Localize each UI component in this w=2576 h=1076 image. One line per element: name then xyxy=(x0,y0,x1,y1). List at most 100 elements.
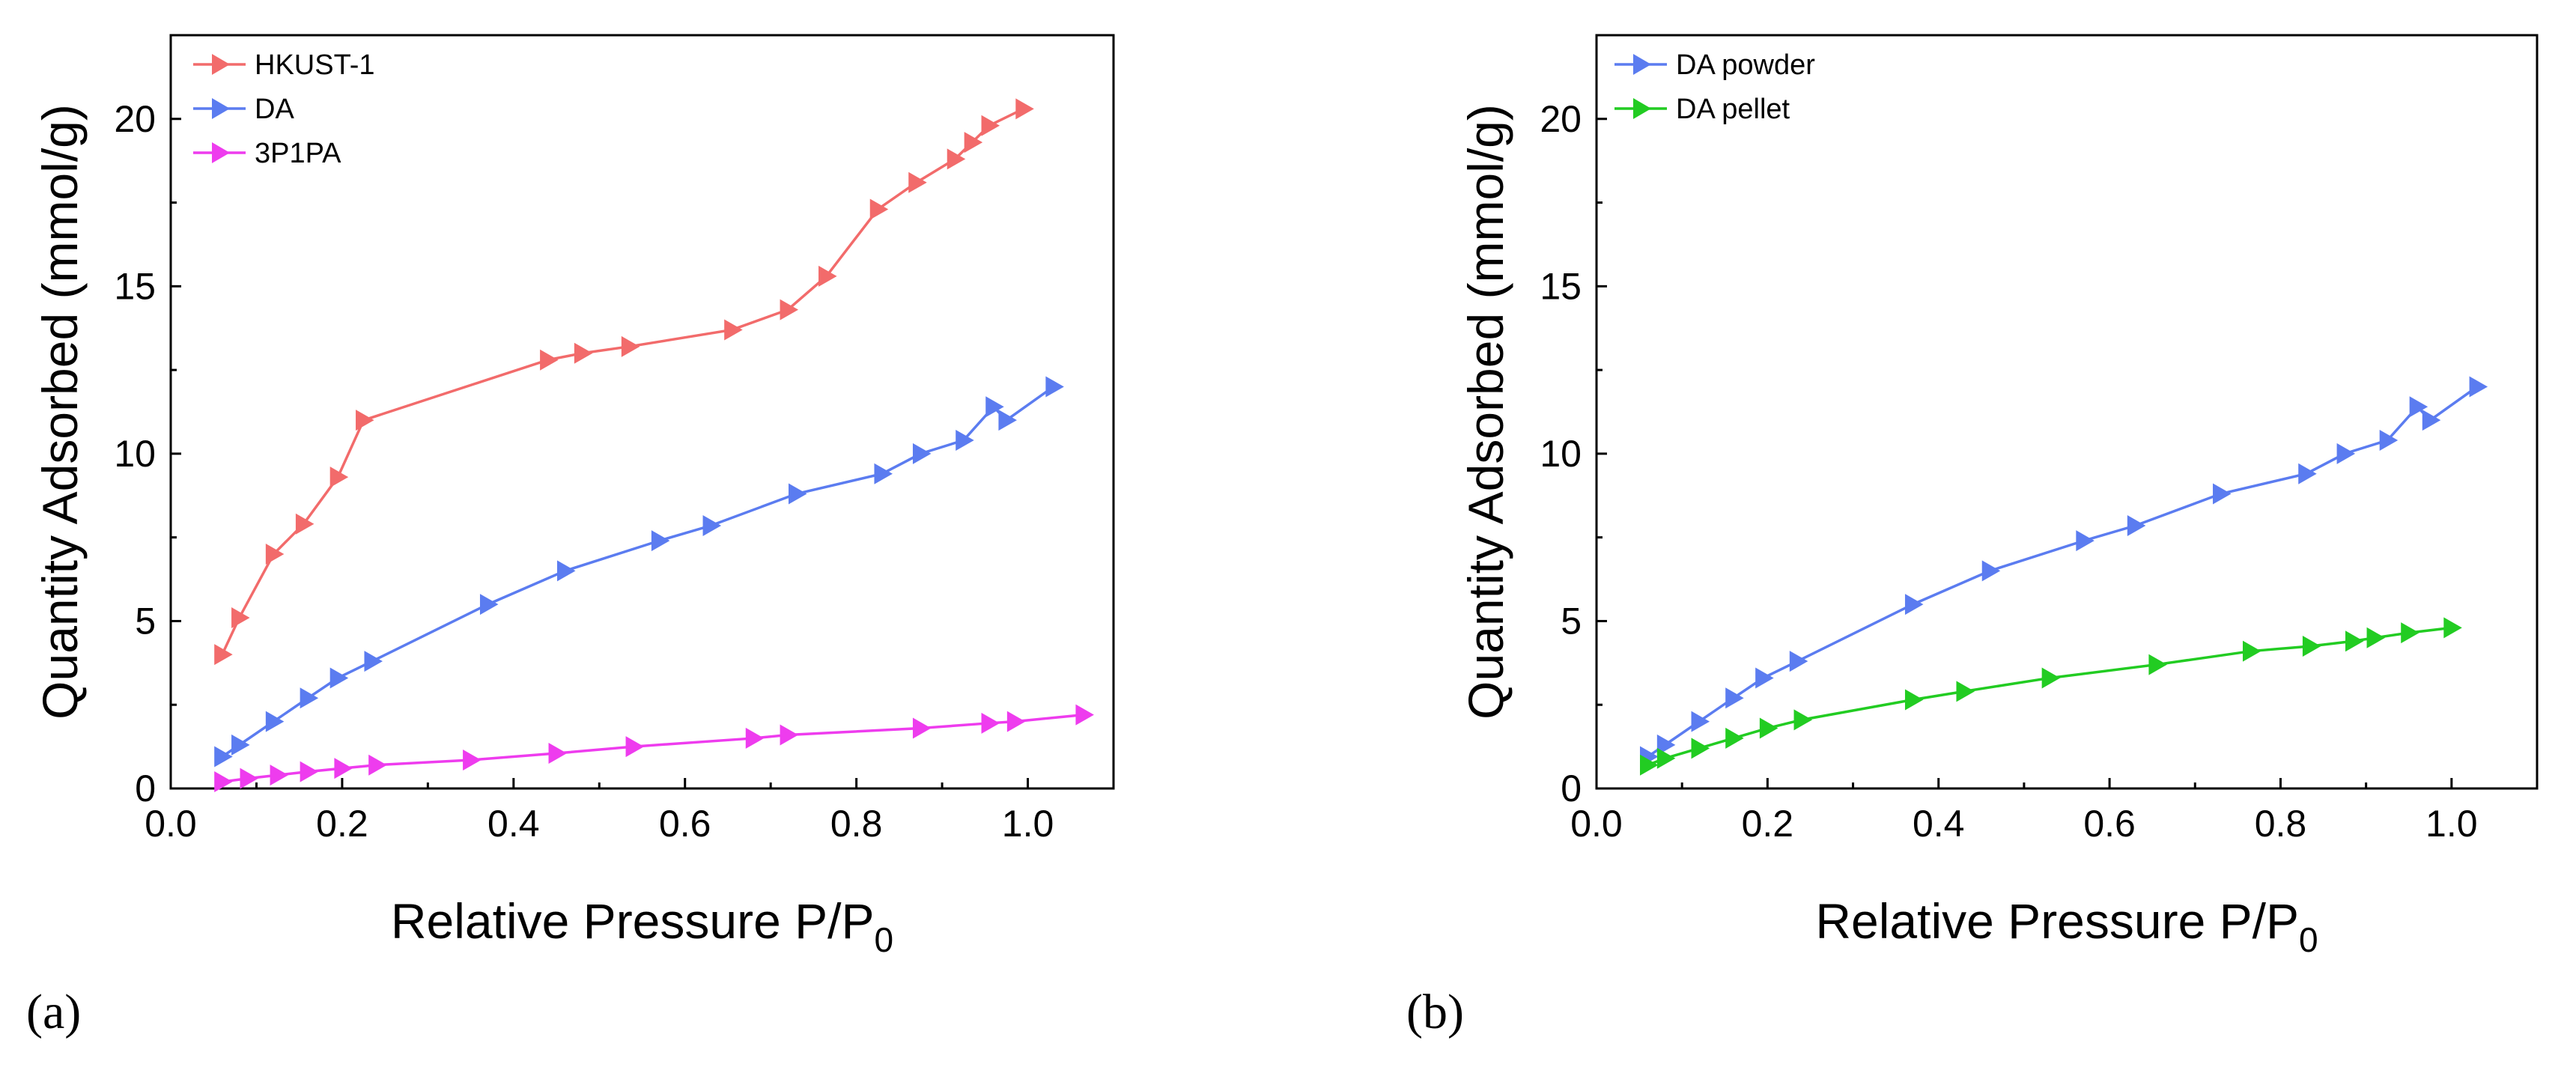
x-tick-label: 0.4 xyxy=(1913,803,1965,845)
data-point xyxy=(1759,717,1778,739)
data-point xyxy=(300,761,319,782)
data-point xyxy=(463,749,482,770)
data-point xyxy=(745,727,765,749)
data-point xyxy=(2127,515,2146,537)
data-point xyxy=(1789,651,1808,672)
data-point xyxy=(1793,709,1813,731)
legend-marker xyxy=(212,98,230,119)
data-point xyxy=(356,410,374,431)
y-tick-label: 15 xyxy=(1540,265,1582,307)
y-tick-label: 15 xyxy=(114,265,156,307)
series-da-powder xyxy=(1640,376,2488,768)
series-hkust-1 xyxy=(214,98,1034,666)
legend-marker xyxy=(1633,54,1651,75)
data-point xyxy=(2345,630,2364,652)
data-point xyxy=(2409,396,2428,418)
data-point xyxy=(1006,711,1026,732)
legend-marker xyxy=(212,142,230,163)
x-tick-label: 0.8 xyxy=(2255,803,2307,845)
data-point xyxy=(1904,594,1924,615)
data-point xyxy=(702,515,722,537)
data-point xyxy=(548,743,568,765)
data-point xyxy=(240,768,259,789)
chart-panel-b: 0.0 0.2 0.4 0.6 0.8 1.0 0 5 10 15 20 Relative Press… xyxy=(1406,34,2539,1039)
data-point xyxy=(1656,734,1676,756)
plot-frame xyxy=(169,34,1115,790)
data-point xyxy=(1956,681,1975,702)
data-point xyxy=(265,544,285,565)
y-axis-label: Quantity Adsorbed (mmol/g) xyxy=(32,104,88,720)
data-point xyxy=(214,746,233,768)
y-tick-label: 10 xyxy=(114,433,156,475)
data-point xyxy=(874,463,893,484)
data-point xyxy=(1640,754,1659,776)
data-point xyxy=(2041,667,2061,689)
data-point xyxy=(479,594,499,615)
data-point xyxy=(1691,738,1710,759)
data-point xyxy=(869,198,889,220)
data-point xyxy=(1045,376,1064,398)
data-point xyxy=(818,265,837,287)
data-point xyxy=(985,396,1004,418)
x-axis-label-subscript: 0 xyxy=(875,920,894,959)
x-tick-label: 0.6 xyxy=(659,803,711,845)
x-tick-label: 1.0 xyxy=(2425,803,2478,845)
x-tick-label: 0.0 xyxy=(1570,803,1623,845)
data-point xyxy=(2336,443,2356,464)
data-point xyxy=(329,667,349,689)
data-point xyxy=(2076,530,2094,552)
x-axis-label: Relative Pressure P/P0 xyxy=(391,893,893,959)
x-tick-label: 0.6 xyxy=(2083,803,2136,845)
legend-label: DA pellet xyxy=(1676,94,1790,125)
panel-label: (b) xyxy=(1406,985,1464,1039)
data-point xyxy=(912,443,932,464)
data-point xyxy=(2213,483,2232,505)
data-point xyxy=(231,734,250,756)
data-point xyxy=(1075,704,1094,726)
data-point xyxy=(295,513,315,535)
data-point xyxy=(908,171,927,193)
data-point xyxy=(964,132,983,154)
legend-marker xyxy=(212,54,230,75)
data-point xyxy=(2242,640,2261,662)
x-tick-label: 0.8 xyxy=(830,803,883,845)
data-point xyxy=(214,771,233,793)
x-tick-label: 0.2 xyxy=(316,803,368,845)
data-point xyxy=(540,349,559,371)
data-point xyxy=(1904,689,1924,711)
data-point xyxy=(1725,687,1744,709)
data-point xyxy=(556,560,576,582)
data-point xyxy=(265,711,285,732)
x-axis-label-subscript: 0 xyxy=(2299,920,2318,959)
data-point xyxy=(1691,711,1710,732)
y-axis-label: Quantity Adsorbed (mmol/g) xyxy=(1458,104,1513,720)
x-tick-label: 0.0 xyxy=(145,803,197,845)
panel-label: (a) xyxy=(26,985,81,1039)
data-point xyxy=(368,754,387,776)
chart-panel-a: 0.0 0.2 0.4 0.6 0.8 1.0 0 5 10 15 20 Relative Press… xyxy=(26,34,1115,1039)
data-point xyxy=(981,712,1000,734)
data-point xyxy=(651,530,670,552)
legend-label: DA xyxy=(255,94,294,125)
legend-label: 3P1PA xyxy=(255,138,341,169)
data-point xyxy=(1981,560,2001,582)
y-tick-label: 10 xyxy=(1540,433,1582,475)
data-point xyxy=(1015,98,1034,120)
data-point xyxy=(2443,617,2462,639)
data-point xyxy=(1656,747,1676,769)
data-point xyxy=(329,466,349,488)
y-tick-label: 0 xyxy=(1561,768,1582,809)
data-point xyxy=(214,644,233,666)
data-point xyxy=(334,758,353,779)
data-point xyxy=(2148,654,2167,675)
data-point xyxy=(2302,635,2321,657)
data-point xyxy=(300,687,319,709)
data-point xyxy=(2379,430,2399,452)
data-point xyxy=(724,319,743,341)
data-point xyxy=(780,299,799,320)
data-point xyxy=(947,148,966,170)
data-point xyxy=(1755,667,1774,689)
x-tick-label: 1.0 xyxy=(1002,803,1054,845)
